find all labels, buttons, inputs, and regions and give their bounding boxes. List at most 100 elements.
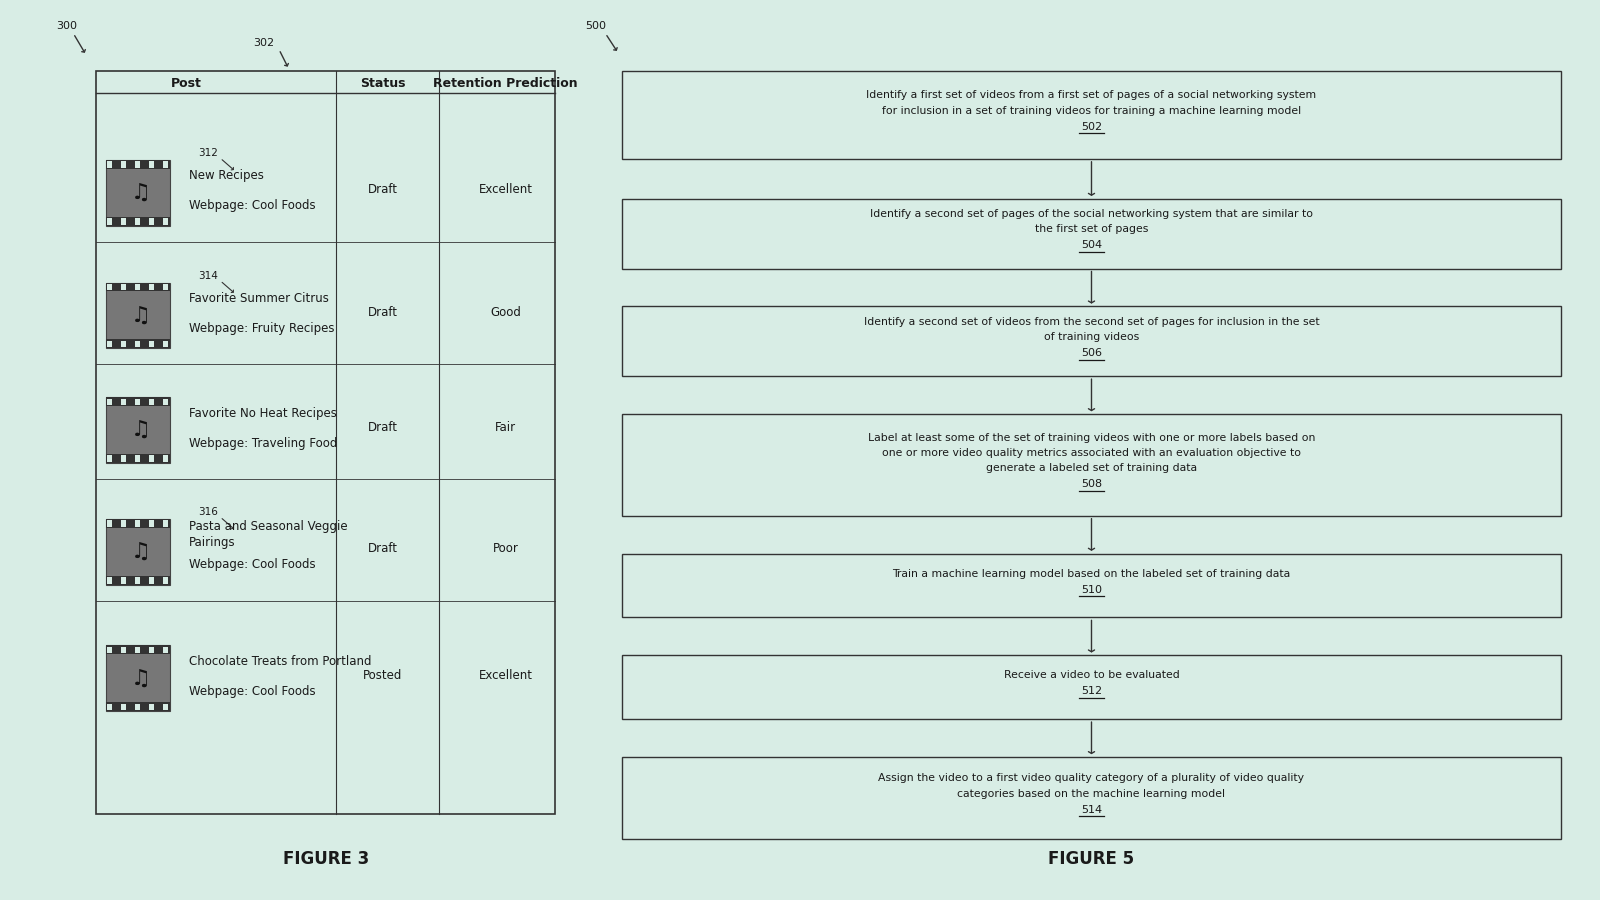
Text: 302: 302 xyxy=(253,39,274,49)
Text: for inclusion in a set of training videos for training a machine learning model: for inclusion in a set of training video… xyxy=(882,106,1301,116)
FancyBboxPatch shape xyxy=(149,284,154,291)
FancyBboxPatch shape xyxy=(106,576,170,585)
Text: of training videos: of training videos xyxy=(1043,332,1139,342)
FancyBboxPatch shape xyxy=(136,284,141,291)
FancyBboxPatch shape xyxy=(106,397,170,463)
FancyBboxPatch shape xyxy=(122,704,126,710)
Text: ♫: ♫ xyxy=(131,420,150,440)
Text: Draft: Draft xyxy=(368,306,398,319)
Text: 512: 512 xyxy=(1082,687,1102,697)
FancyBboxPatch shape xyxy=(136,399,141,405)
FancyBboxPatch shape xyxy=(136,455,141,462)
FancyBboxPatch shape xyxy=(163,520,168,526)
FancyBboxPatch shape xyxy=(163,341,168,347)
FancyBboxPatch shape xyxy=(106,397,170,406)
FancyBboxPatch shape xyxy=(106,283,170,292)
FancyBboxPatch shape xyxy=(106,645,170,654)
Text: Draft: Draft xyxy=(368,184,398,196)
FancyBboxPatch shape xyxy=(622,414,1560,516)
FancyBboxPatch shape xyxy=(149,399,154,405)
FancyBboxPatch shape xyxy=(122,577,126,583)
FancyBboxPatch shape xyxy=(107,161,112,168)
FancyBboxPatch shape xyxy=(622,655,1560,719)
FancyBboxPatch shape xyxy=(107,577,112,583)
FancyBboxPatch shape xyxy=(107,399,112,405)
FancyBboxPatch shape xyxy=(122,647,126,653)
FancyBboxPatch shape xyxy=(622,199,1560,268)
FancyBboxPatch shape xyxy=(106,645,170,711)
Text: 500: 500 xyxy=(586,22,606,32)
Text: Webpage: Cool Foods: Webpage: Cool Foods xyxy=(189,685,315,698)
Text: ♫: ♫ xyxy=(131,669,150,689)
FancyBboxPatch shape xyxy=(106,160,170,169)
Text: New Recipes: New Recipes xyxy=(189,169,264,183)
FancyBboxPatch shape xyxy=(149,577,154,583)
FancyBboxPatch shape xyxy=(122,520,126,526)
Text: Pasta and Seasonal Veggie: Pasta and Seasonal Veggie xyxy=(189,520,347,534)
Text: ♫: ♫ xyxy=(131,542,150,562)
FancyBboxPatch shape xyxy=(149,455,154,462)
FancyBboxPatch shape xyxy=(136,704,141,710)
Text: generate a labeled set of training data: generate a labeled set of training data xyxy=(986,464,1197,473)
Text: Favorite No Heat Recipes: Favorite No Heat Recipes xyxy=(189,407,338,419)
Text: 504: 504 xyxy=(1082,240,1102,250)
FancyBboxPatch shape xyxy=(149,704,154,710)
Text: categories based on the machine learning model: categories based on the machine learning… xyxy=(957,788,1226,798)
Text: ♫: ♫ xyxy=(131,183,150,202)
Text: Webpage: Cool Foods: Webpage: Cool Foods xyxy=(189,199,315,212)
Text: ♫: ♫ xyxy=(131,305,150,326)
Text: 312: 312 xyxy=(198,148,218,157)
FancyBboxPatch shape xyxy=(106,339,170,348)
FancyBboxPatch shape xyxy=(136,577,141,583)
FancyBboxPatch shape xyxy=(136,161,141,168)
FancyBboxPatch shape xyxy=(122,161,126,168)
FancyBboxPatch shape xyxy=(96,71,555,814)
Text: Webpage: Fruity Recipes: Webpage: Fruity Recipes xyxy=(189,322,334,335)
FancyBboxPatch shape xyxy=(622,71,1560,159)
Text: Pairings: Pairings xyxy=(189,536,235,549)
FancyBboxPatch shape xyxy=(107,647,112,653)
FancyBboxPatch shape xyxy=(122,399,126,405)
FancyBboxPatch shape xyxy=(163,577,168,583)
FancyBboxPatch shape xyxy=(107,341,112,347)
FancyBboxPatch shape xyxy=(149,218,154,225)
Text: 314: 314 xyxy=(198,271,218,281)
FancyBboxPatch shape xyxy=(163,399,168,405)
Text: Fair: Fair xyxy=(494,420,517,434)
Text: Label at least some of the set of training videos with one or more labels based : Label at least some of the set of traini… xyxy=(867,433,1315,443)
Text: Identify a second set of videos from the second set of pages for inclusion in th: Identify a second set of videos from the… xyxy=(864,317,1320,327)
FancyBboxPatch shape xyxy=(163,455,168,462)
FancyBboxPatch shape xyxy=(163,704,168,710)
Text: 510: 510 xyxy=(1082,585,1102,595)
FancyBboxPatch shape xyxy=(163,218,168,225)
Text: 508: 508 xyxy=(1082,480,1102,490)
FancyBboxPatch shape xyxy=(622,757,1560,839)
Text: FIGURE 3: FIGURE 3 xyxy=(283,850,370,868)
FancyBboxPatch shape xyxy=(149,647,154,653)
Text: Posted: Posted xyxy=(363,669,403,682)
Text: Favorite Summer Citrus: Favorite Summer Citrus xyxy=(189,292,330,305)
Text: Chocolate Treats from Portland: Chocolate Treats from Portland xyxy=(189,655,371,668)
FancyBboxPatch shape xyxy=(163,647,168,653)
FancyBboxPatch shape xyxy=(106,283,170,348)
Text: Webpage: Traveling Food: Webpage: Traveling Food xyxy=(189,436,338,449)
Text: 506: 506 xyxy=(1082,348,1102,358)
Text: Draft: Draft xyxy=(368,542,398,555)
FancyBboxPatch shape xyxy=(136,218,141,225)
Text: Draft: Draft xyxy=(368,420,398,434)
FancyBboxPatch shape xyxy=(149,161,154,168)
Text: Train a machine learning model based on the labeled set of training data: Train a machine learning model based on … xyxy=(893,569,1291,579)
FancyBboxPatch shape xyxy=(106,454,170,463)
Text: the first set of pages: the first set of pages xyxy=(1035,224,1149,234)
FancyBboxPatch shape xyxy=(106,518,170,585)
Text: Identify a second set of pages of the social networking system that are similar : Identify a second set of pages of the so… xyxy=(870,209,1314,219)
Text: 502: 502 xyxy=(1082,122,1102,131)
Text: Retention Prediction: Retention Prediction xyxy=(434,76,578,90)
FancyBboxPatch shape xyxy=(136,520,141,526)
Text: Excellent: Excellent xyxy=(478,669,533,682)
FancyBboxPatch shape xyxy=(622,306,1560,376)
Text: Webpage: Cool Foods: Webpage: Cool Foods xyxy=(189,558,315,572)
FancyBboxPatch shape xyxy=(149,341,154,347)
FancyBboxPatch shape xyxy=(149,520,154,526)
FancyBboxPatch shape xyxy=(107,284,112,291)
